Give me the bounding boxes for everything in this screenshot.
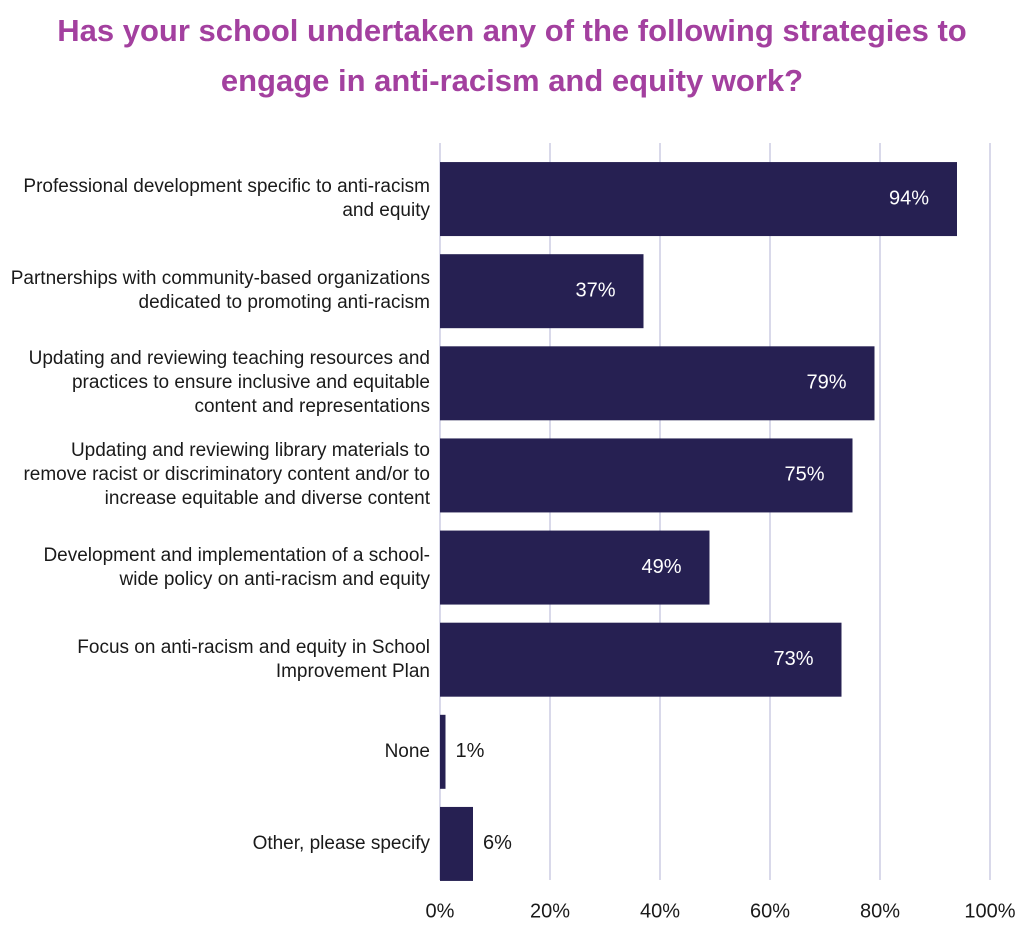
data-label: 75% — [784, 464, 824, 486]
data-label: 49% — [641, 556, 681, 578]
y-tick-label: Other, please specify — [252, 832, 430, 854]
y-tick-label: Professional development specific to ant… — [23, 176, 430, 222]
y-tick-label: Development and implementation of a scho… — [43, 544, 430, 590]
bar — [440, 530, 710, 605]
y-tick-label: None — [384, 740, 430, 762]
data-label: 1% — [456, 740, 485, 762]
data-label: 79% — [806, 372, 846, 394]
x-tick-label: 40% — [640, 900, 680, 922]
data-label: 94% — [889, 187, 929, 209]
data-label: 73% — [773, 648, 813, 670]
x-tick-label: 20% — [530, 900, 570, 922]
bar — [440, 254, 644, 329]
y-tick-label: Updating and reviewing teaching resource… — [28, 348, 430, 418]
y-tick-label: Focus on anti-racism and equity in Schoo… — [77, 636, 430, 682]
bar — [440, 714, 446, 789]
x-tick-label: 100% — [964, 900, 1015, 922]
bar — [440, 806, 473, 881]
y-tick-label: Partnerships with community-based organi… — [10, 268, 430, 314]
x-tick-label: 0% — [426, 900, 455, 922]
chart-title: Has your school undertaken any of the fo… — [57, 13, 967, 98]
data-label: 6% — [483, 832, 512, 854]
bar — [440, 438, 853, 513]
data-label: 37% — [575, 279, 615, 301]
bar — [440, 346, 875, 421]
x-tick-label: 60% — [750, 900, 790, 922]
bar — [440, 622, 842, 697]
x-tick-label: 80% — [860, 900, 900, 922]
y-tick-label: Updating and reviewing library materials… — [23, 440, 430, 510]
bar — [440, 162, 957, 237]
